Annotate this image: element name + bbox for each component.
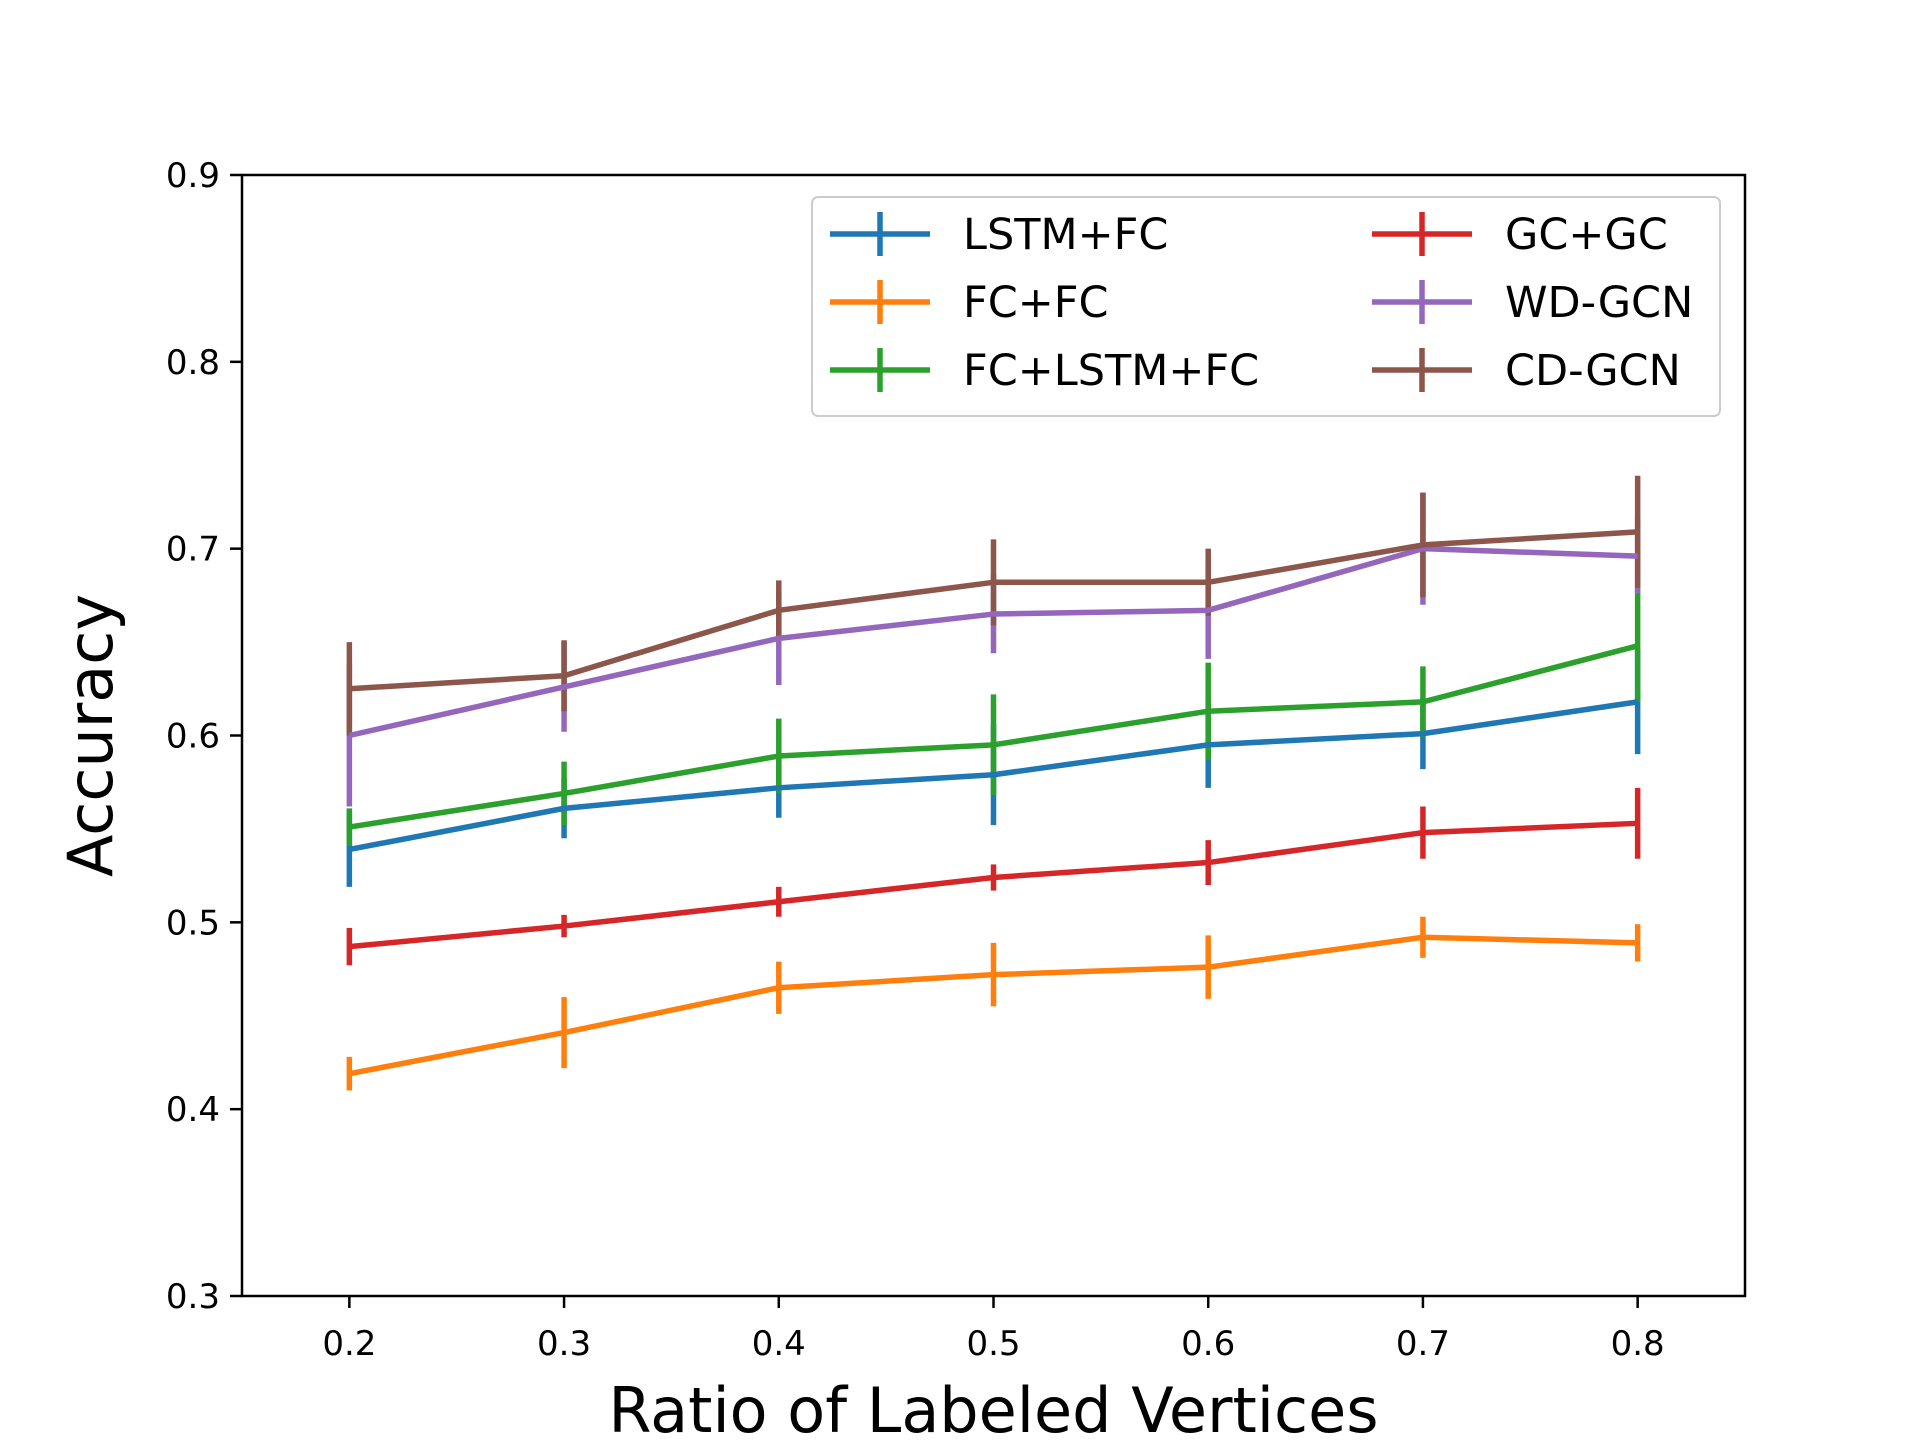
y-axis-label: Accuracy: [54, 594, 127, 877]
series-line-gc-gc: [349, 820, 1638, 950]
legend-label-fc-fc: FC+FC: [963, 278, 1109, 328]
y-tick-label: 0.8: [166, 343, 220, 383]
series-lines: [348, 529, 1639, 1077]
legend: LSTM+FC FC+FC FC+LSTM+FC GC+GC WD-GCN CD-GCN: [811, 196, 1721, 417]
y-tick-label: 0.4: [166, 1090, 220, 1130]
series-line-fc-fc: [348, 934, 1638, 1077]
series-line-cd-gcn: [349, 529, 1638, 692]
series-line-wd-gcn: [348, 545, 1638, 739]
x-axis-label: Ratio of Labeled Vertices: [608, 1374, 1378, 1440]
x-tick-label: 0.7: [1396, 1324, 1450, 1364]
legend-label-wd-gcn: WD-GCN: [1505, 278, 1693, 328]
legend-label-cd-gcn: CD-GCN: [1505, 346, 1681, 396]
x-tick-label: 0.5: [966, 1324, 1020, 1364]
series-line-fc-lstm-fc: [348, 643, 1639, 830]
y-axis-ticks: 0.3 0.4 0.5 0.6 0.7 0.8 0.9: [166, 156, 242, 1317]
y-tick-label: 0.3: [166, 1277, 220, 1317]
y-tick-label: 0.7: [166, 530, 220, 570]
x-tick-label: 0.6: [1181, 1324, 1235, 1364]
y-tick-label: 0.5: [166, 903, 220, 943]
x-axis-ticks: 0.2 0.3 0.4 0.5 0.6 0.7 0.8: [322, 1296, 1665, 1364]
legend-label-gc-gc: GC+GC: [1505, 210, 1668, 260]
legend-label-lstm-fc: LSTM+FC: [963, 210, 1168, 260]
x-tick-label: 0.2: [322, 1324, 376, 1364]
x-tick-label: 0.8: [1611, 1324, 1665, 1364]
legend-label-fc-lstm-fc: FC+LSTM+FC: [963, 346, 1259, 396]
y-tick-label: 0.9: [166, 156, 220, 196]
x-tick-label: 0.3: [537, 1324, 591, 1364]
series-line-lstm-fc: [348, 699, 1639, 853]
legend-box: [811, 196, 1721, 417]
y-tick-label: 0.6: [166, 717, 220, 757]
x-tick-label: 0.4: [752, 1324, 806, 1364]
